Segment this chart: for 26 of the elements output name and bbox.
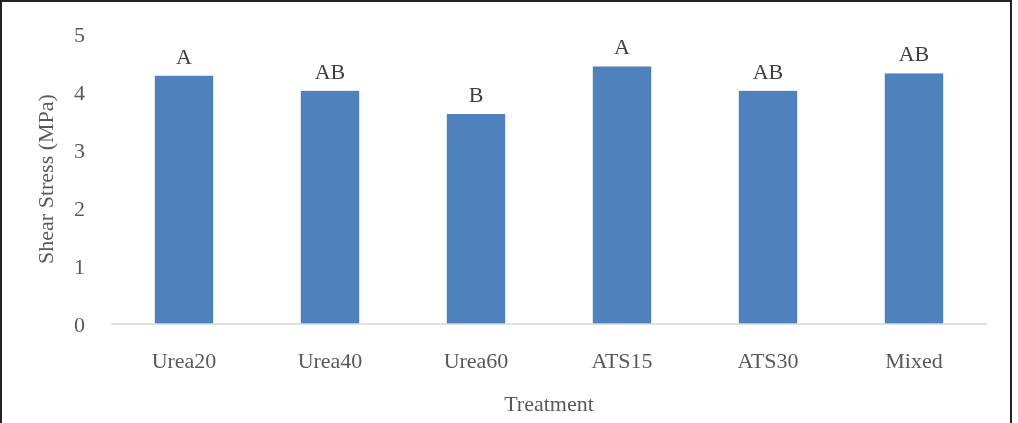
bar — [446, 114, 506, 324]
x-tick-label: ATS30 — [737, 348, 799, 373]
y-tick-label: 0 — [74, 311, 85, 337]
annotation: A — [176, 43, 193, 69]
x-tick-label: Urea40 — [297, 348, 363, 373]
y-tick-label: 1 — [74, 253, 85, 279]
y-tick-label: 3 — [74, 137, 85, 163]
bar — [738, 90, 798, 324]
bar — [300, 90, 360, 324]
bar — [884, 73, 944, 324]
y-tick-label: 4 — [74, 79, 85, 105]
x-tick-label: ATS15 — [591, 348, 653, 373]
annotation: AB — [752, 58, 784, 84]
annotation: AB — [314, 58, 346, 84]
y-tick-label: 5 — [74, 21, 85, 47]
annotation: A — [614, 34, 631, 60]
y-axis-title: Shear Stress (MPa) — [33, 94, 58, 264]
annotation: B — [468, 82, 484, 108]
x-tick-label: Urea20 — [151, 348, 217, 373]
y-tick-label: 2 — [74, 195, 85, 221]
annotation: AB — [898, 41, 930, 67]
x-axis-title: Treatment — [504, 391, 594, 416]
x-tick-label: Urea60 — [443, 348, 509, 373]
bar — [154, 75, 214, 324]
x-tick-label: Mixed — [885, 348, 943, 373]
bar — [592, 66, 652, 324]
